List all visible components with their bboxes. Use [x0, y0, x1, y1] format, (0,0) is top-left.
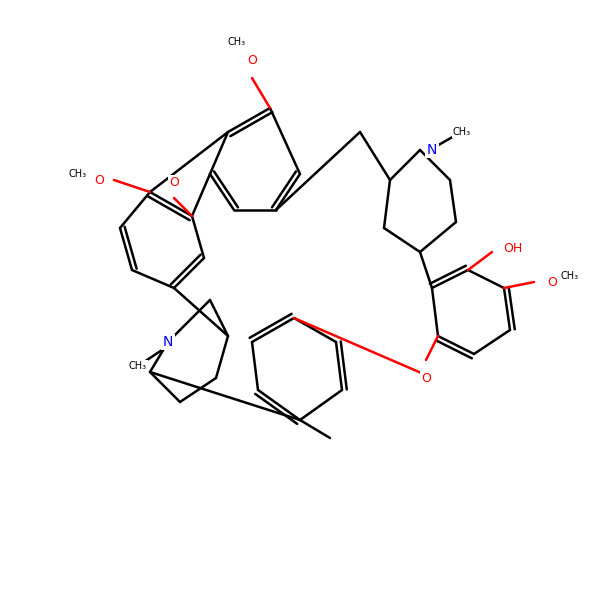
Text: N: N [427, 143, 437, 157]
Text: O: O [169, 176, 179, 190]
Text: CH₃: CH₃ [129, 361, 147, 371]
Text: CH₃: CH₃ [228, 37, 246, 47]
Text: N: N [163, 335, 173, 349]
Text: OH: OH [503, 242, 523, 256]
Text: O: O [94, 173, 104, 187]
Text: O: O [247, 53, 257, 67]
Text: O: O [421, 371, 431, 385]
Text: CH₃: CH₃ [561, 271, 579, 281]
Text: CH₃: CH₃ [453, 127, 471, 137]
Text: O: O [547, 275, 557, 289]
Text: CH₃: CH₃ [69, 169, 87, 179]
